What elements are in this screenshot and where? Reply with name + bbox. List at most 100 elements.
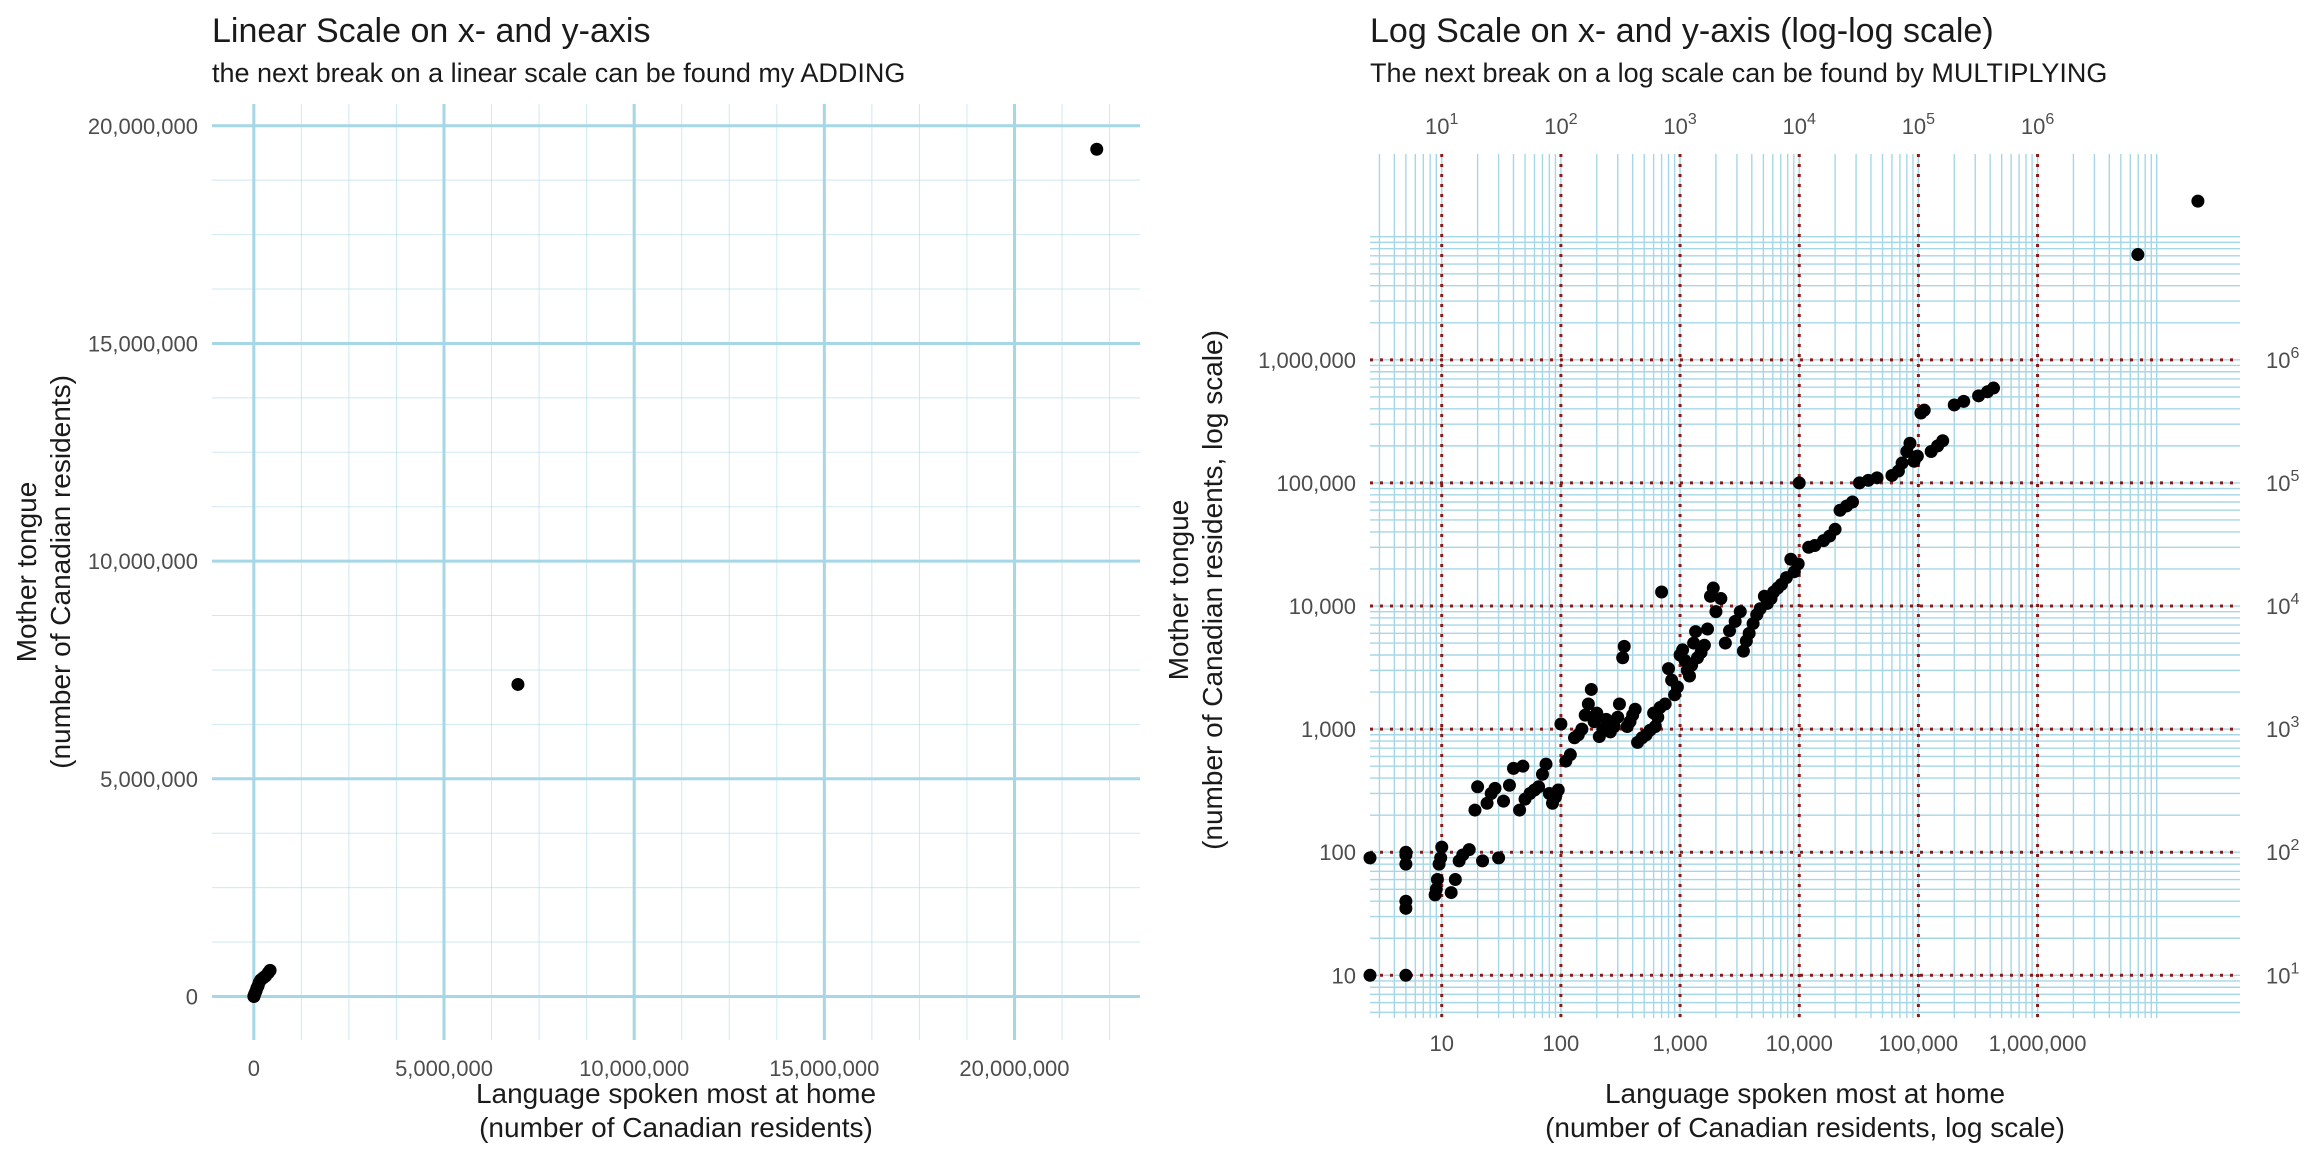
- data-point: [1428, 888, 1442, 902]
- data-point: [1452, 854, 1466, 868]
- x-tick-label: 1,000,000: [1989, 1031, 2087, 1056]
- data-point: [1620, 720, 1634, 734]
- log-scale-panel: Log Scale on x- and y-axis (log-log scal…: [1152, 0, 2304, 1152]
- x-tick-label: 100,000: [1879, 1031, 1959, 1056]
- y-right-tick-label: 104: [2266, 591, 2299, 619]
- data-point: [1673, 648, 1687, 662]
- x-top-tick-label: 103: [1663, 111, 1696, 139]
- log-log-scatter-plot: 10 100 1,000 10,000 100,000 1,000,000 10 100 1,0…: [1163, 111, 2299, 1143]
- data-point: [1617, 639, 1631, 653]
- data-point: [1567, 731, 1581, 745]
- data-point: [1914, 406, 1928, 420]
- data-point: [1399, 968, 1413, 982]
- data-point: [1518, 792, 1532, 806]
- linear-chart-title: Linear Scale on x- and y-axis: [212, 12, 651, 50]
- x-tick-label: 15,000,000: [769, 1056, 879, 1081]
- x-tick-label: 10: [1430, 1031, 1454, 1056]
- x-top-tick-label: 105: [1902, 111, 1935, 139]
- x-tick-label: 1,000: [1653, 1031, 1708, 1056]
- data-point: [1448, 873, 1462, 887]
- data-point: [1833, 503, 1847, 517]
- y-axis-subtitle: (number of Canadian residents): [45, 375, 76, 769]
- y-tick-label: 100: [1319, 840, 1356, 865]
- log-chart-subtitle: The next break on a log scale can be fou…: [1370, 58, 2108, 88]
- data-point: [1757, 589, 1771, 603]
- data-point: [1581, 697, 1595, 711]
- data-point: [1802, 540, 1816, 554]
- y-tick-label: 0: [186, 984, 198, 1009]
- data-point: [1687, 636, 1701, 650]
- data-point: [1728, 614, 1742, 628]
- data-point: [1497, 794, 1511, 808]
- data-point: [2131, 248, 2145, 262]
- data-point: [1947, 398, 1961, 412]
- data-point: [1468, 803, 1482, 817]
- x-axis-subtitle: (number of Canadian residents): [479, 1112, 873, 1143]
- data-point: [1852, 476, 1866, 490]
- data-point: [1718, 636, 1732, 650]
- data-point: [1924, 445, 1938, 459]
- data-point: [1733, 605, 1747, 619]
- y-right-tick-label: 103: [2266, 714, 2299, 742]
- data-point: [1444, 886, 1458, 900]
- data-point: [1723, 624, 1737, 638]
- data-point: [1430, 873, 1444, 887]
- data-point: [1506, 761, 1520, 775]
- data-point: [1885, 468, 1899, 482]
- x-top-tick-label: 102: [1544, 111, 1577, 139]
- data-point: [1363, 968, 1377, 982]
- data-point: [1435, 840, 1449, 854]
- x-tick-label: 10,000,000: [579, 1056, 689, 1081]
- data-point: [511, 677, 525, 691]
- y-right-tick-label: 106: [2266, 345, 2299, 373]
- data-point: [1647, 706, 1661, 720]
- data-point: [1587, 715, 1601, 729]
- data-point: [1680, 663, 1694, 677]
- data-point: [1539, 757, 1553, 771]
- y-tick-label: 10,000,000: [88, 549, 198, 574]
- data-point: [1492, 851, 1506, 865]
- y-tick-label: 10,000: [1289, 594, 1356, 619]
- data-point: [1907, 454, 1921, 468]
- x-tick-label: 100: [1543, 1031, 1580, 1056]
- data-point: [1399, 857, 1413, 871]
- data-point: [1784, 552, 1798, 566]
- x-tick-label: 20,000,000: [959, 1056, 1069, 1081]
- data-point: [1513, 803, 1527, 817]
- data-point: [2191, 194, 2205, 208]
- data-point: [1584, 682, 1598, 696]
- y-axis-title: Mother tongue: [11, 482, 42, 663]
- data-point: [1592, 730, 1606, 744]
- data-point: [1701, 622, 1715, 636]
- data-point: [1476, 854, 1490, 868]
- data-point: [1736, 644, 1750, 658]
- data-point: [1714, 592, 1728, 606]
- x-tick-label: 0: [248, 1056, 260, 1081]
- data-point: [1554, 717, 1568, 731]
- y-right-tick-label: 105: [2266, 468, 2299, 496]
- x-tick-label: 10,000: [1766, 1031, 1833, 1056]
- data-point: [1746, 617, 1760, 631]
- y-right-tick-label: 101: [2266, 960, 2299, 988]
- x-axis-title: Language spoken most at home: [1605, 1078, 2005, 1109]
- x-top-tick-label: 101: [1425, 111, 1458, 139]
- data-point: [1363, 851, 1377, 865]
- x-axis-subtitle: (number of Canadian residents, log scale…: [1545, 1112, 2065, 1143]
- y-tick-label: 10: [1332, 963, 1356, 988]
- data-point: [1616, 651, 1630, 665]
- data-point: [1480, 796, 1494, 810]
- data-point: [1703, 589, 1717, 603]
- data-point: [1399, 901, 1413, 915]
- data-point: [1900, 445, 1914, 459]
- data-point: [1972, 389, 1986, 403]
- log-chart-title: Log Scale on x- and y-axis (log-log scal…: [1370, 12, 1994, 50]
- data-point: [1631, 735, 1645, 749]
- x-axis-title: Language spoken most at home: [476, 1078, 876, 1109]
- data-point: [1792, 476, 1806, 490]
- y-right-tick-label: 102: [2266, 837, 2299, 865]
- data-point: [1709, 605, 1723, 619]
- data-point: [1542, 786, 1556, 800]
- data-point: [1578, 708, 1592, 722]
- y-tick-label: 20,000,000: [88, 114, 198, 139]
- linear-chart-subtitle: the next break on a linear scale can be …: [212, 58, 906, 88]
